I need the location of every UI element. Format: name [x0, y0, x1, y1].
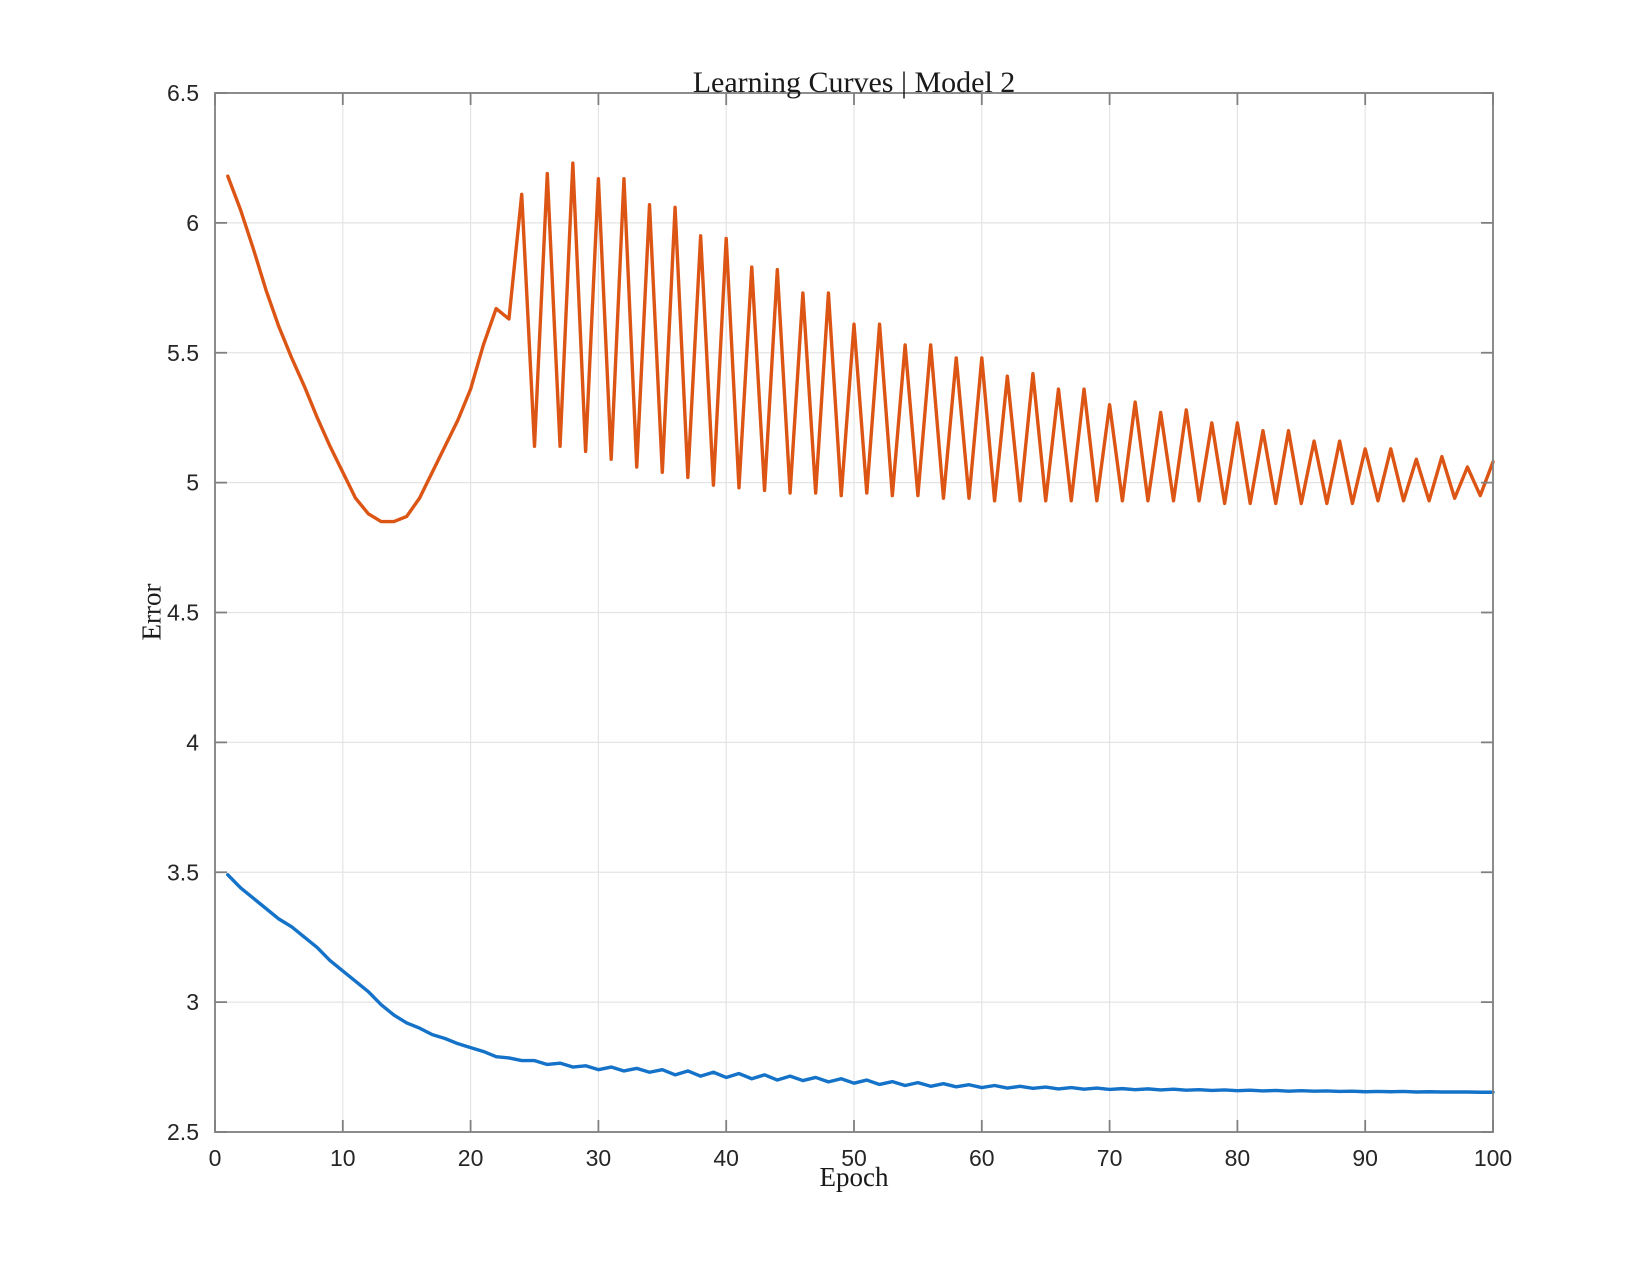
x-tick-label: 100 — [1474, 1145, 1512, 1171]
orange-line — [226, 161, 1495, 524]
x-tick-label: 60 — [969, 1145, 995, 1171]
tick-marks — [214, 92, 1494, 1133]
data-series — [226, 161, 1495, 1094]
x-tick-labels: 0 10 20 30 40 50 60 70 80 90 100 — [209, 1145, 1513, 1171]
y-tick-label: 4.5 — [167, 600, 199, 626]
y-tick-label: 3.5 — [167, 859, 199, 885]
x-tick-label: 70 — [1097, 1145, 1123, 1171]
x-tick-label: 40 — [713, 1145, 739, 1171]
x-tick-label: 0 — [209, 1145, 222, 1171]
y-tick-label: 6 — [186, 210, 199, 236]
x-tick-label: 80 — [1225, 1145, 1251, 1171]
chart-title: Learning Curves | Model 2 — [692, 66, 1016, 99]
y-tick-label: 5 — [186, 470, 199, 496]
y-tick-label: 3 — [186, 989, 199, 1015]
x-tick-label: 20 — [458, 1145, 484, 1171]
y-tick-label: 4 — [186, 729, 199, 755]
y-tick-label: 5.5 — [167, 340, 199, 366]
blue-line — [226, 873, 1495, 1094]
y-tick-label: 6.5 — [167, 80, 199, 106]
x-tick-label: 10 — [330, 1145, 356, 1171]
grid-lines — [214, 92, 1494, 1133]
x-tick-label: 30 — [586, 1145, 612, 1171]
y-tick-labels: 2.5 3 3.5 4 4.5 5 5.5 6 6.5 — [167, 80, 199, 1145]
y-axis-label: Error — [136, 583, 167, 641]
x-axis-label: Epoch — [819, 1162, 889, 1192]
x-tick-label: 50 — [841, 1145, 867, 1171]
x-tick-label: 90 — [1352, 1145, 1378, 1171]
y-tick-label: 2.5 — [167, 1119, 199, 1145]
